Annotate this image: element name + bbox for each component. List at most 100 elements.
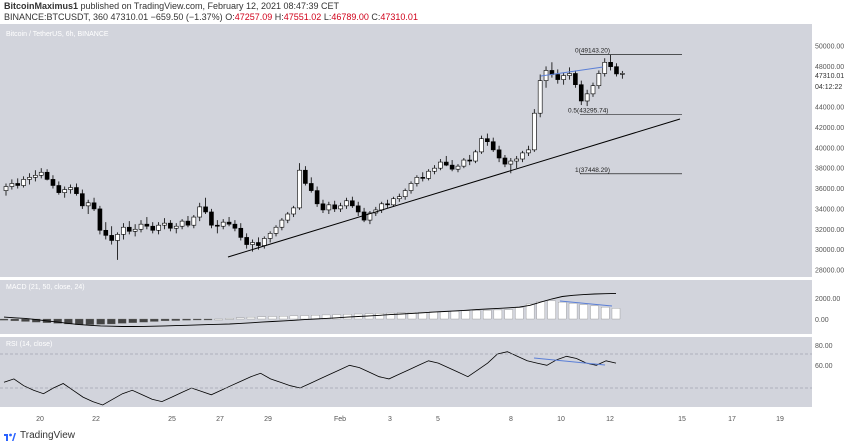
candle-body bbox=[179, 220, 185, 227]
candle-body bbox=[244, 237, 249, 245]
macd-histogram-bar bbox=[236, 317, 245, 320]
candle-body bbox=[15, 183, 21, 186]
macd-histogram-bar bbox=[483, 310, 492, 320]
macd-pane[interactable] bbox=[0, 280, 812, 334]
macd-histogram-bar bbox=[182, 318, 191, 321]
macd-histogram-bar bbox=[21, 318, 30, 322]
price-divergence-line[interactable] bbox=[540, 66, 604, 77]
macd-histogram-bar bbox=[214, 318, 223, 321]
candle-body bbox=[144, 223, 150, 227]
macd-histogram-bar bbox=[64, 318, 73, 325]
candle-body bbox=[56, 185, 62, 193]
time-tick-label: 15 bbox=[678, 416, 686, 423]
price-tick-label: 32000.00 bbox=[815, 227, 844, 234]
candle-body bbox=[250, 242, 255, 245]
candle-body bbox=[350, 200, 355, 207]
chart-header: BitcoinMaximus1 published on TradingView… bbox=[0, 0, 850, 24]
candle-body bbox=[115, 234, 120, 241]
rsi-pane[interactable] bbox=[0, 337, 812, 407]
macd-histogram-bar bbox=[525, 303, 535, 320]
close-value: 47310.01 bbox=[380, 12, 418, 22]
price-pane[interactable] bbox=[0, 24, 812, 277]
price-tick-label: 44000.00 bbox=[815, 105, 844, 112]
macd-histogram-bar bbox=[117, 318, 127, 324]
time-axis[interactable] bbox=[0, 407, 812, 428]
macd-histogram-bar bbox=[53, 318, 62, 324]
candle-body bbox=[555, 74, 561, 80]
candle-body bbox=[91, 202, 97, 210]
time-tick-labels: 20 22 25 27 29 Feb 3 5 8 10 12 15 17 19 bbox=[36, 416, 784, 423]
low-label: L: bbox=[323, 12, 332, 22]
macd-histogram-bar bbox=[75, 318, 84, 325]
candle-body bbox=[344, 200, 349, 207]
footer: TradingView bbox=[0, 428, 850, 445]
publisher-name[interactable]: BitcoinMaximus1 bbox=[4, 1, 79, 11]
open-label: O: bbox=[225, 12, 235, 22]
macd-histogram-bar bbox=[429, 311, 438, 320]
price-change: −659.50 (−1.37%) bbox=[150, 12, 223, 22]
macd-histogram-bar bbox=[160, 318, 170, 322]
candle-body bbox=[297, 169, 302, 209]
macd-histogram-bar bbox=[375, 313, 384, 320]
chart-title: Bitcoin / TetherUS, 6h, BINANCE bbox=[6, 31, 109, 38]
macd-histogram-bar bbox=[536, 301, 545, 320]
candle-body bbox=[303, 169, 308, 184]
macd-histogram-bar bbox=[590, 305, 599, 320]
candle-body bbox=[3, 186, 9, 191]
macd-histogram-bar bbox=[440, 311, 449, 320]
candle-body bbox=[420, 177, 426, 179]
candle-body bbox=[220, 221, 226, 227]
candle-body bbox=[285, 213, 291, 221]
high-value: 47551.02 bbox=[283, 12, 322, 22]
candle-body bbox=[273, 226, 279, 234]
price-tick-label: 40000.00 bbox=[815, 145, 844, 152]
candle-body bbox=[109, 235, 114, 241]
fib-levels-group[interactable]: 0(49143.20) 0.5(43295.74) 1(37448.29) bbox=[568, 48, 682, 175]
time-tick-label: 10 bbox=[557, 416, 565, 423]
low-value: 46789.00 bbox=[331, 12, 369, 22]
candle-body bbox=[367, 212, 373, 221]
candle-body bbox=[402, 190, 408, 197]
candle-body bbox=[385, 203, 390, 206]
macd-histogram-bar bbox=[407, 312, 417, 320]
macd-histogram-bar bbox=[493, 309, 503, 320]
candle-body bbox=[490, 141, 496, 151]
chart-area[interactable]: Bitcoin / TetherUS, 6h, BINANCE 0(49143.… bbox=[0, 24, 850, 428]
rsi-divergence-line[interactable] bbox=[533, 357, 606, 366]
candle-body bbox=[596, 73, 602, 87]
macd-histogram-bar bbox=[107, 318, 116, 325]
macd-histogram-bar bbox=[171, 318, 180, 321]
macd-histogram-bar bbox=[85, 318, 95, 325]
macd-histogram-bar bbox=[547, 300, 556, 320]
tradingview-brand[interactable]: TradingView bbox=[20, 430, 76, 441]
candle-body bbox=[191, 216, 197, 226]
candle-body bbox=[514, 158, 519, 162]
time-tick-label: 25 bbox=[168, 416, 176, 423]
macd-histogram-bar bbox=[10, 318, 19, 322]
trend-line[interactable] bbox=[227, 118, 681, 258]
macd-tick-label: 2000.00 bbox=[815, 296, 840, 303]
macd-divergence-line[interactable] bbox=[559, 300, 613, 307]
candle-body bbox=[62, 189, 68, 193]
time-tick-label: Feb bbox=[334, 416, 346, 423]
candle-body bbox=[473, 151, 478, 162]
price-tick-label: 42000.00 bbox=[815, 125, 844, 132]
macd-histogram-bar bbox=[461, 310, 470, 320]
symbol-line: BINANCE:BTCUSDT, 360 bbox=[4, 12, 109, 22]
candle-body bbox=[355, 205, 361, 213]
candle-body bbox=[150, 225, 156, 231]
candle-body bbox=[215, 224, 220, 227]
symbol-info-line: BINANCE:BTCUSDT, 360 47310.01 −659.50 (−… bbox=[4, 12, 418, 22]
candle-body bbox=[578, 84, 584, 102]
candle-body bbox=[332, 204, 338, 210]
countdown-label: 04:12:22 bbox=[815, 84, 842, 91]
chart-canvas[interactable]: Bitcoin / TetherUS, 6h, BINANCE 0(49143.… bbox=[0, 24, 850, 428]
macd-tick-label: 0.00 bbox=[815, 317, 829, 324]
macd-histogram-bar bbox=[558, 301, 567, 320]
time-tick-label: 19 bbox=[776, 416, 784, 423]
candle-body bbox=[426, 170, 431, 179]
candle-body bbox=[173, 225, 179, 229]
candle-body bbox=[408, 183, 414, 191]
candle-body bbox=[326, 204, 332, 211]
candle-body bbox=[537, 80, 543, 114]
